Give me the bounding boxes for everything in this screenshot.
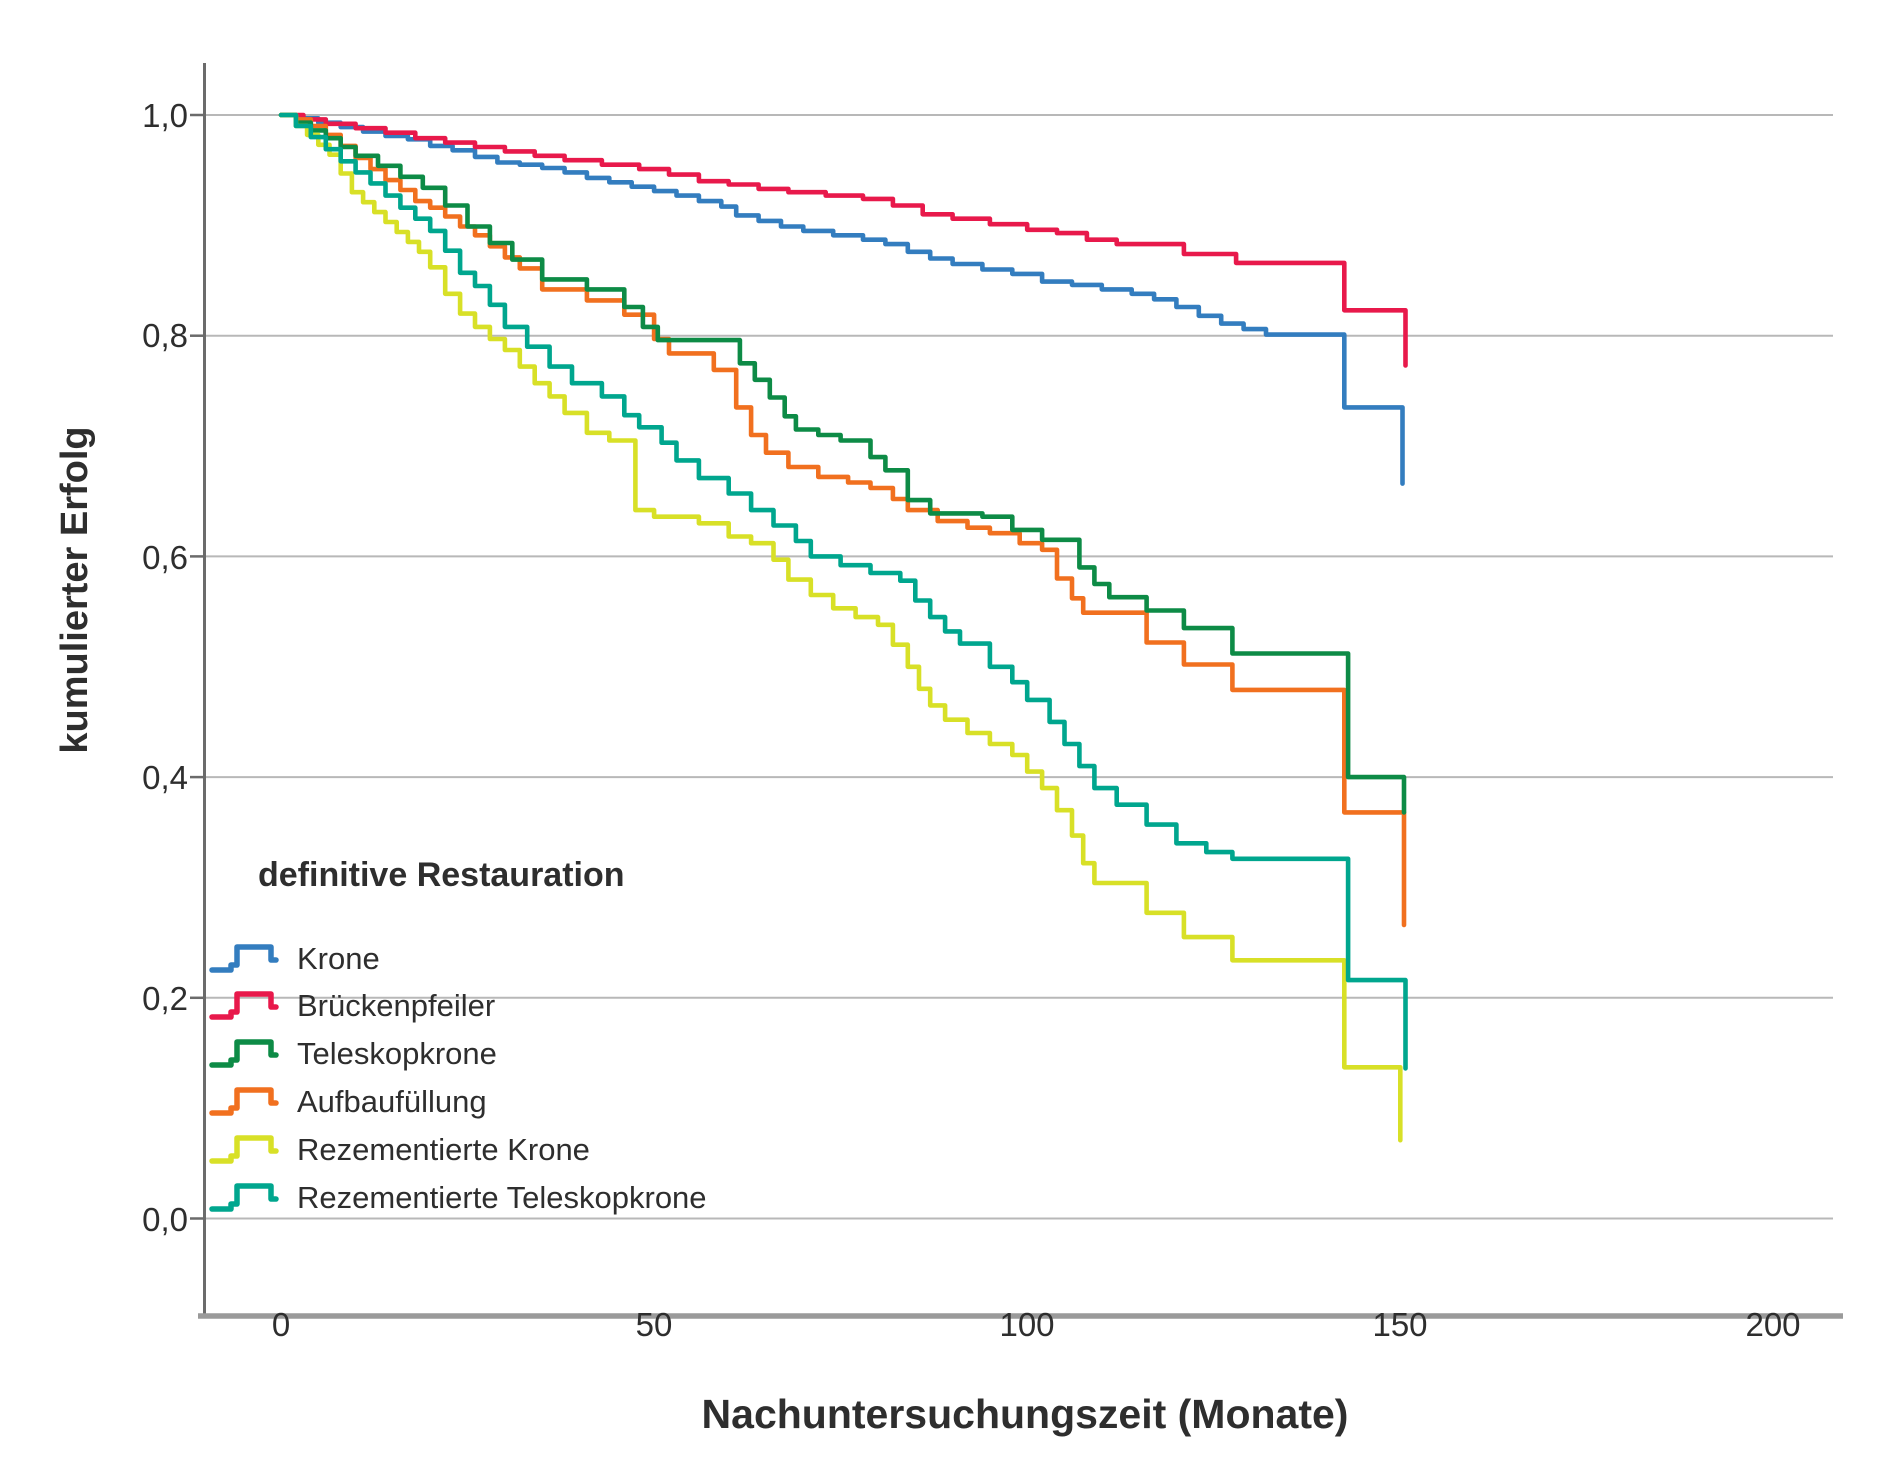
legend-swatch-teleskopkrone bbox=[209, 1039, 279, 1068]
legend-label-teleskopkrone: Teleskopkrone bbox=[297, 1036, 497, 1071]
series-aufbaufuellung bbox=[278, 112, 1407, 928]
series-rezementierte-krone bbox=[278, 112, 1403, 1143]
x-tick-200: 200 bbox=[1745, 1306, 1800, 1343]
x-axis-title: Nachuntersuchungszeit (Monate) bbox=[702, 1391, 1349, 1437]
legend-swatch-rezementierte-teleskopkrone bbox=[209, 1183, 279, 1212]
axes bbox=[190, 63, 1843, 1319]
legend-label-aufbaufuellung: Aufbaufüllung bbox=[297, 1084, 487, 1119]
x-axis-tick-labels: 0 50 100 150 200 bbox=[272, 1306, 1801, 1343]
series-brueckenpfeiler bbox=[278, 112, 1408, 368]
legend-swatch-aufbaufuellung bbox=[209, 1087, 279, 1116]
y-tick-0.0: 0,0 bbox=[142, 1201, 188, 1238]
survival-curves bbox=[278, 112, 1408, 1143]
y-axis-tick-labels: 1,0 0,8 0,6 0,4 0,2 0,0 bbox=[142, 97, 188, 1238]
y-tick-0.2: 0,2 bbox=[142, 980, 188, 1017]
gridlines bbox=[203, 114, 1833, 1220]
legend-label-rezementierte-krone: Rezementierte Krone bbox=[297, 1132, 590, 1167]
series-teleskopkrone bbox=[278, 112, 1407, 815]
legend-label-brueckenpfeiler: Brückenpfeiler bbox=[297, 988, 495, 1023]
legend-swatch-krone bbox=[209, 944, 279, 973]
y-tick-1.0: 1,0 bbox=[142, 97, 188, 134]
y-axis-title: kumulierter Erfolg bbox=[54, 426, 96, 753]
series-rezementierte-teleskopkrone bbox=[278, 112, 1408, 1071]
legend-swatch-brueckenpfeiler bbox=[209, 991, 279, 1020]
legend: definitive Restauration Krone Brückenpfe… bbox=[209, 856, 707, 1215]
x-tick-100: 100 bbox=[999, 1306, 1054, 1343]
legend-swatches bbox=[209, 944, 279, 1212]
legend-label-rezementierte-teleskopkrone: Rezementierte Teleskopkrone bbox=[297, 1180, 707, 1215]
x-tick-50: 50 bbox=[636, 1306, 673, 1343]
y-tick-0.8: 0,8 bbox=[142, 317, 188, 354]
y-tick-0.4: 0,4 bbox=[142, 759, 188, 796]
series-krone bbox=[278, 112, 1405, 486]
x-tick-0: 0 bbox=[272, 1306, 290, 1343]
legend-swatch-rezementierte-krone bbox=[209, 1135, 279, 1164]
legend-label-krone: Krone bbox=[297, 941, 380, 976]
x-tick-150: 150 bbox=[1372, 1306, 1427, 1343]
legend-heading: definitive Restauration bbox=[258, 856, 625, 894]
y-tick-0.6: 0,6 bbox=[142, 539, 188, 576]
